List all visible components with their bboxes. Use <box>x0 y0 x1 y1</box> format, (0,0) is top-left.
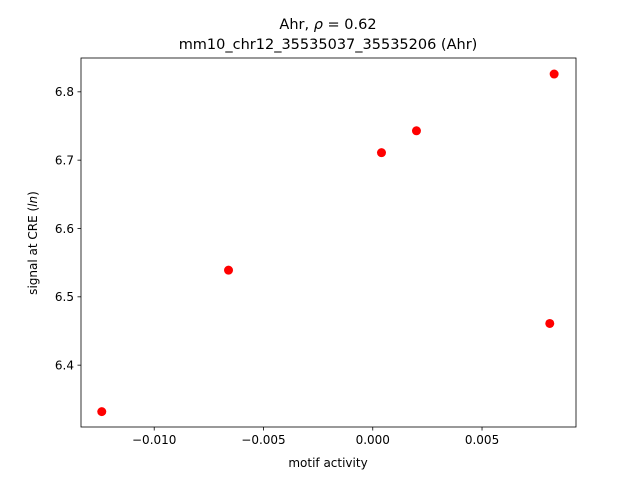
x-tick-label: 0.005 <box>465 433 499 447</box>
chart-title-line1: Ahr, ρ = 0.62 <box>279 17 376 33</box>
data-point <box>97 407 107 417</box>
axes-frame <box>80 57 577 428</box>
data-point <box>545 318 555 328</box>
x-axis-label: motif activity <box>288 456 367 470</box>
y-axis-label: signal at CRE (ln) <box>26 191 40 295</box>
y-tick-label: 6.5 <box>55 290 74 304</box>
x-tick-label: −0.010 <box>132 433 176 447</box>
plot-area: −0.010 −0.005 0.000 0.005 6.4 6.5 6.6 6.7 6.8 <box>55 57 577 447</box>
data-point <box>224 265 234 275</box>
y-tick-label: 6.4 <box>55 358 74 372</box>
x-tick-label: −0.005 <box>241 433 285 447</box>
data-point <box>411 126 421 136</box>
data-point <box>549 69 559 79</box>
x-tick-label: 0.000 <box>356 433 390 447</box>
chart-title-line2: mm10_chr12_35535037_35535206 (Ahr) <box>179 37 478 53</box>
y-tick-label: 6.8 <box>55 85 74 99</box>
data-point <box>376 148 386 158</box>
y-tick-label: 6.6 <box>55 222 74 236</box>
y-tick-label: 6.7 <box>55 153 74 167</box>
